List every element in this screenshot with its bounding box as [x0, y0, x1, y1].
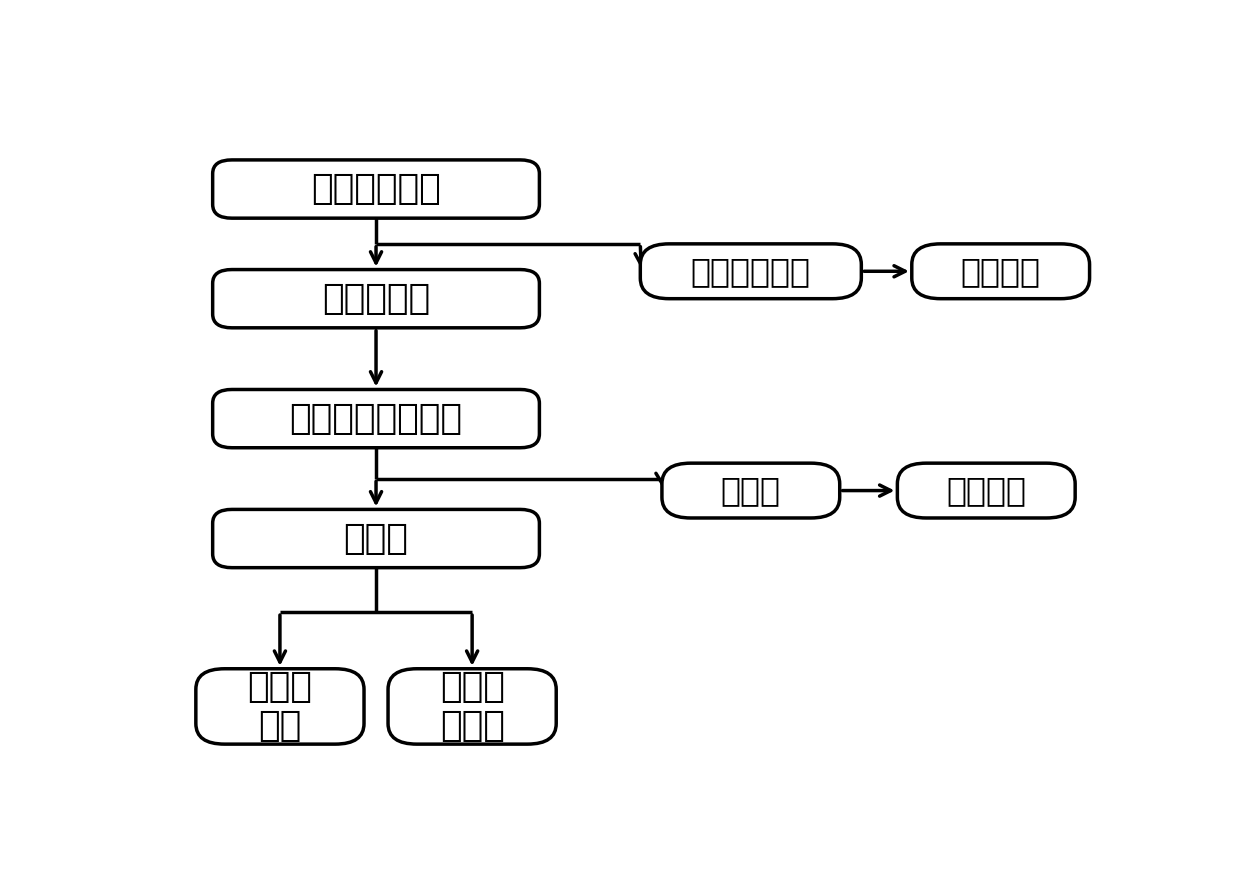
FancyBboxPatch shape: [213, 270, 539, 328]
FancyBboxPatch shape: [196, 668, 365, 744]
FancyBboxPatch shape: [388, 668, 557, 744]
Text: 终止识别: 终止识别: [961, 255, 1040, 287]
FancyBboxPatch shape: [213, 160, 539, 218]
FancyBboxPatch shape: [213, 509, 539, 568]
Text: 氧化带的识别: 氧化带的识别: [311, 172, 441, 206]
Text: 弱氧化: 弱氧化: [720, 474, 781, 507]
FancyBboxPatch shape: [898, 463, 1075, 518]
Text: 层间氧化带: 层间氧化带: [322, 281, 430, 316]
FancyBboxPatch shape: [213, 390, 539, 448]
FancyBboxPatch shape: [640, 244, 862, 299]
Text: 矿物学
识别: 矿物学 识别: [248, 670, 312, 743]
Text: 初步判别氧化程度: 初步判别氧化程度: [289, 401, 463, 435]
Text: 终止识别: 终止识别: [946, 474, 1027, 507]
FancyBboxPatch shape: [911, 244, 1090, 299]
FancyBboxPatch shape: [662, 463, 839, 518]
Text: 地球化
学识别: 地球化 学识别: [440, 670, 505, 743]
Text: 非层间氧化带: 非层间氧化带: [691, 255, 811, 287]
Text: 强氧化: 强氧化: [343, 522, 408, 555]
